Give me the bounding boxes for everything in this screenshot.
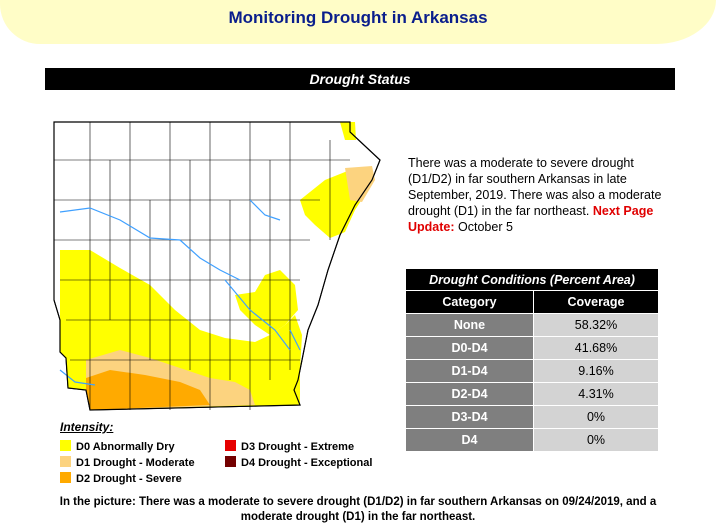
legend-label: D3 Drought - Extreme — [241, 441, 355, 453]
column-header-coverage: Coverage — [533, 290, 659, 314]
legend-item-d3: D3 Drought - Extreme — [225, 440, 354, 454]
legend-swatch — [60, 440, 71, 451]
legend-label: D4 Drought - Exceptional — [241, 457, 373, 469]
rivers — [59, 199, 301, 386]
legend-label: D2 Drought - Severe — [76, 473, 182, 485]
row-category: D0-D4 — [405, 336, 534, 360]
legend-swatch — [60, 456, 71, 467]
header-banner — [0, 0, 716, 44]
row-category: None — [405, 313, 534, 337]
section-title-bar: Drought Status — [45, 68, 675, 90]
legend-item-d4: D4 Drought - Exceptional — [225, 456, 372, 470]
row-coverage: 58.32% — [533, 313, 659, 337]
row-category: D3-D4 — [405, 405, 534, 429]
row-coverage: 0% — [533, 428, 659, 452]
county-lines — [54, 122, 350, 410]
row-category: D4 — [405, 428, 534, 452]
caption-line-1: In the picture: There was a moderate to … — [59, 496, 657, 508]
arkansas-drought-map — [53, 121, 381, 411]
legend-label: D1 Drought - Moderate — [76, 457, 195, 469]
page-title: Monitoring Drought in Arkansas — [228, 8, 488, 27]
map-caption: In the picture: There was a moderate to … — [0, 495, 716, 525]
d1-region-northeast — [345, 166, 375, 202]
drought-summary: There was a moderate to severe drought (… — [408, 155, 668, 235]
row-category: D2-D4 — [405, 382, 534, 406]
legend-swatch — [60, 472, 71, 483]
table-row: D2-D4 4.31% — [405, 382, 659, 406]
legend-item-d1: D1 Drought - Moderate — [60, 456, 195, 470]
legend-swatch — [225, 456, 236, 467]
column-header-category: Category — [405, 290, 534, 314]
next-update-value: October 5 — [458, 220, 513, 234]
summary-text: There was a moderate to severe drought (… — [408, 156, 662, 218]
caption-line-2: moderate drought (D1) in the far northea… — [240, 511, 476, 523]
table-row: D3-D4 0% — [405, 405, 659, 429]
row-category: D1-D4 — [405, 359, 534, 383]
table-title: Drought Conditions (Percent Area) — [405, 268, 659, 291]
legend-swatch — [225, 440, 236, 451]
d0-region-north-tip — [340, 122, 356, 140]
legend-label: D0 Abnormally Dry — [76, 441, 175, 453]
table-row: D4 0% — [405, 428, 659, 452]
d2-region-south — [86, 370, 210, 410]
d0-region-east — [235, 270, 298, 335]
drought-conditions-table: Drought Conditions (Percent Area) Catego… — [405, 268, 659, 452]
row-coverage: 0% — [533, 405, 659, 429]
row-coverage: 41.68% — [533, 336, 659, 360]
row-coverage: 4.31% — [533, 382, 659, 406]
table-row: D1-D4 9.16% — [405, 359, 659, 383]
row-coverage: 9.16% — [533, 359, 659, 383]
legend-item-d0: D0 Abnormally Dry — [60, 440, 175, 454]
table-row: None 58.32% — [405, 313, 659, 337]
legend-item-d2: D2 Drought - Severe — [60, 472, 182, 486]
table-row: D0-D4 41.68% — [405, 336, 659, 360]
next-update-label: Next Page Update: — [408, 204, 654, 234]
legend-title: Intensity: — [60, 420, 114, 434]
